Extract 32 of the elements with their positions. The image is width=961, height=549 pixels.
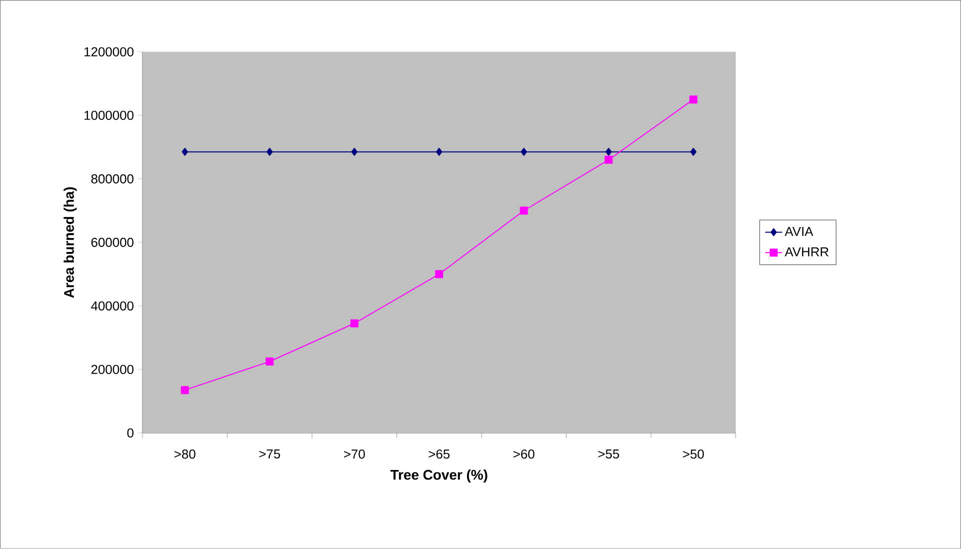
x-tick-label: >60 (514, 450, 534, 459)
x-tick-label: >65 (428, 450, 450, 459)
point (350, 319, 358, 328)
point (689, 96, 698, 104)
y-tick-label: 800000 (91, 174, 134, 184)
point (180, 386, 189, 394)
y-axis-title: Area burned (ha) (64, 187, 77, 298)
point (266, 358, 274, 366)
point (606, 148, 612, 156)
point (436, 148, 442, 156)
x-tick-label: >50 (683, 450, 704, 459)
legend-label: AVIA (784, 227, 814, 236)
x-axis-title: Tree Cover (%) (390, 470, 488, 483)
point (520, 148, 528, 156)
y-tick-label: 1000000 (84, 110, 134, 120)
x-tick-label: >70 (344, 450, 365, 459)
point (435, 270, 444, 278)
point (520, 206, 528, 215)
y-tick-label: 200000 (91, 364, 134, 374)
x-tick-label: >55 (598, 450, 620, 459)
point (266, 148, 273, 156)
y-tick-label: 400000 (91, 301, 134, 311)
legend-label: AVHRR (784, 247, 828, 256)
point (690, 148, 697, 156)
point (604, 156, 613, 164)
y-tick-label: 600000 (91, 238, 134, 248)
y-tick-label: 0 (127, 428, 134, 438)
x-tick-label: >80 (174, 450, 196, 459)
point (351, 148, 358, 156)
x-tick-label: >75 (259, 450, 280, 459)
y-tick-label: 1200000 (84, 47, 134, 56)
point (182, 148, 188, 156)
